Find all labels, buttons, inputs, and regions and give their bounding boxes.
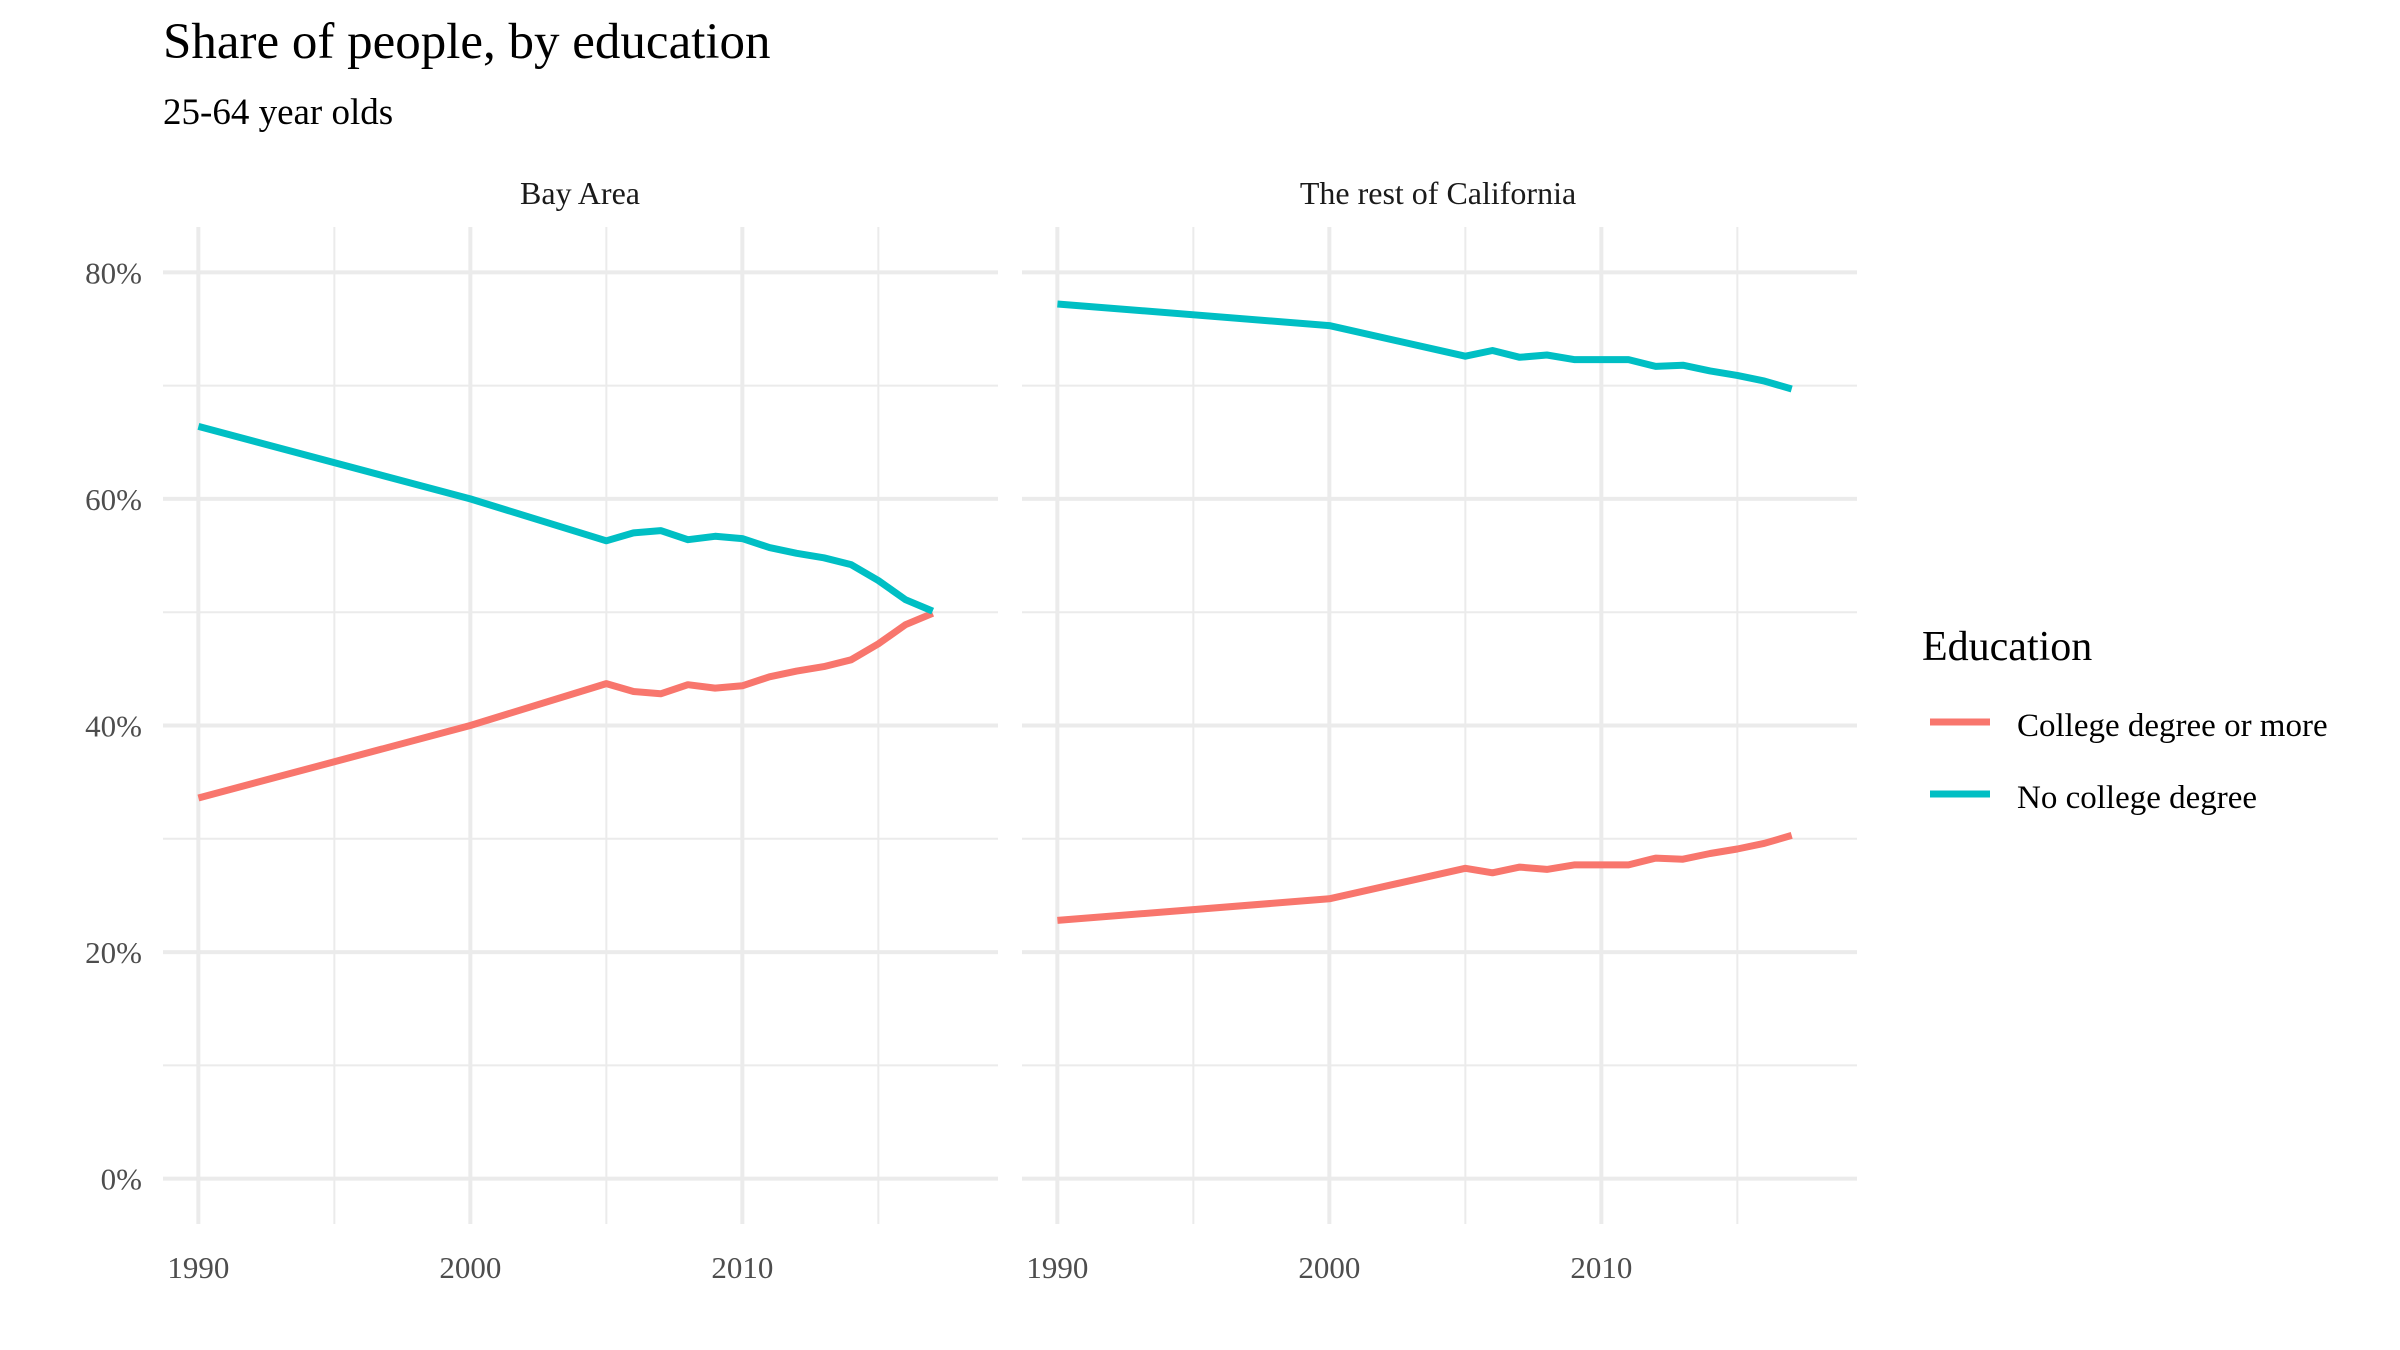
y-tick-label: 80% <box>85 255 142 290</box>
x-tick-label: 1990 <box>1026 1250 1088 1285</box>
x-tick-label: 1990 <box>167 1250 229 1285</box>
series-line-college <box>1057 832 1793 924</box>
chart-subtitle: 25-64 year olds <box>163 92 393 133</box>
panel-strip-label: Bay Area <box>520 175 640 211</box>
y-axis: 0% 20% 40% 60% 80% <box>85 255 142 1196</box>
series-line-college <box>197 610 935 802</box>
series-line-no-college <box>197 423 935 615</box>
x-tick-label: 2010 <box>1570 1250 1632 1285</box>
y-tick-label: 40% <box>85 709 142 744</box>
panel-strip-label: The rest of California <box>1300 175 1576 211</box>
legend-title: Education <box>1922 624 2092 670</box>
legend: Education College degree or more No coll… <box>1922 624 2328 816</box>
series-line-no-college <box>1057 300 1793 393</box>
panel-rest-of-california: The rest of California 1990 2000 2010 <box>1022 175 1857 1285</box>
x-tick-label: 2000 <box>1298 1250 1360 1285</box>
x-tick-label: 2010 <box>711 1250 773 1285</box>
legend-item-college: College degree or more <box>1930 708 2328 744</box>
chart-title: Share of people, by education <box>163 14 771 70</box>
panel-bay-area: Bay Area 1990 2000 2010 <box>163 175 998 1285</box>
legend-label-college: College degree or more <box>2017 708 2328 744</box>
y-tick-label: 20% <box>85 935 142 970</box>
legend-item-no-college: No college degree <box>1930 780 2257 816</box>
x-tick-label: 2000 <box>439 1250 501 1285</box>
legend-label-no-college: No college degree <box>2017 780 2257 816</box>
y-tick-label: 60% <box>85 482 142 517</box>
y-tick-label: 0% <box>101 1162 142 1197</box>
